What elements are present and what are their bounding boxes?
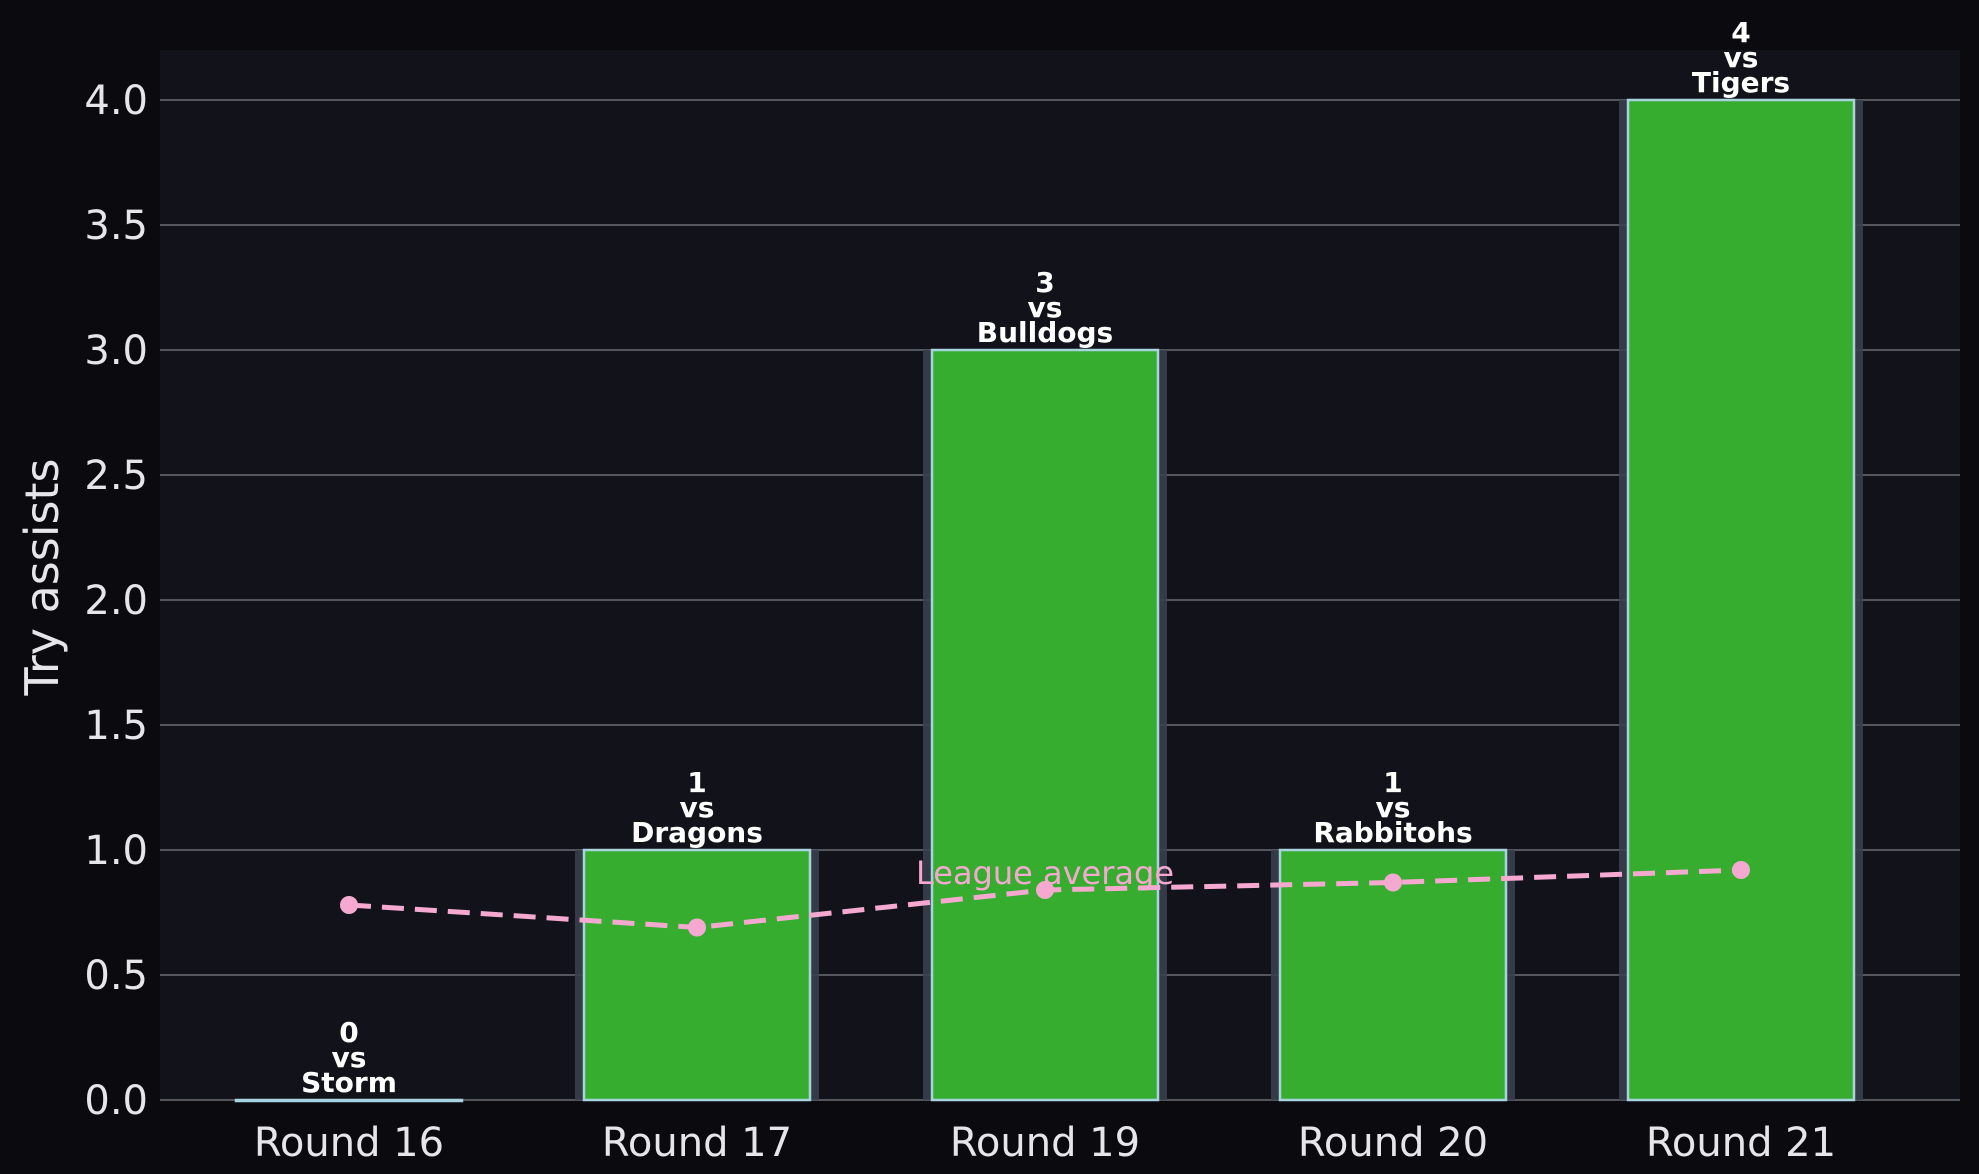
y-axis-title: Try assists — [15, 459, 69, 697]
bars — [234, 98, 1863, 1103]
y-tick-label: 3.0 — [84, 328, 148, 374]
y-tick-label: 0.0 — [84, 1078, 148, 1124]
y-tick-label: 1.5 — [84, 703, 148, 749]
x-tick-label: Round 17 — [602, 1120, 792, 1166]
average-point — [1732, 861, 1750, 879]
average-point — [340, 896, 358, 914]
x-tick-label: Round 20 — [1298, 1120, 1488, 1166]
bar-labels: 0 vs Storm 1 vs Dragons 3 vs Bulldogs 1 vs Rabbitoh… — [301, 16, 1790, 1099]
x-tick-label: Round 21 — [1646, 1120, 1836, 1166]
bar — [1626, 98, 1856, 1102]
y-tick-label: 2.5 — [84, 453, 148, 499]
average-point — [1384, 873, 1402, 892]
bar — [234, 1098, 464, 1103]
bar-data-label: 3 vs Bulldogs — [977, 266, 1113, 349]
bar — [1278, 848, 1508, 1102]
average-point — [1036, 881, 1054, 899]
bar-data-label: 0 vs Storm — [301, 1016, 397, 1099]
bar-data-label: 1 vs Dragons — [631, 766, 763, 849]
x-tick-label: Round 16 — [254, 1120, 444, 1166]
y-tick-label: 4.0 — [84, 78, 148, 124]
y-tick-label: 0.5 — [84, 953, 148, 999]
average-point — [688, 918, 706, 937]
bar-data-label: 4 vs Tigers — [1692, 16, 1790, 99]
x-tick-label: Round 19 — [950, 1120, 1140, 1166]
average-line: League average — [340, 854, 1750, 937]
bar-data-label: 1 vs Rabbitohs — [1313, 766, 1472, 849]
y-tick-label: 1.0 — [84, 828, 148, 874]
bar — [930, 348, 1160, 1102]
axes: 0.0 0.5 1.0 1.5 2.0 2.5 3.0 3.5 4.0 Round 16 Round… — [84, 78, 1836, 1166]
average-line-label: League average — [916, 854, 1174, 892]
y-tick-label: 2.0 — [84, 578, 148, 624]
y-tick-label: 3.5 — [84, 203, 148, 249]
bar — [582, 848, 812, 1102]
